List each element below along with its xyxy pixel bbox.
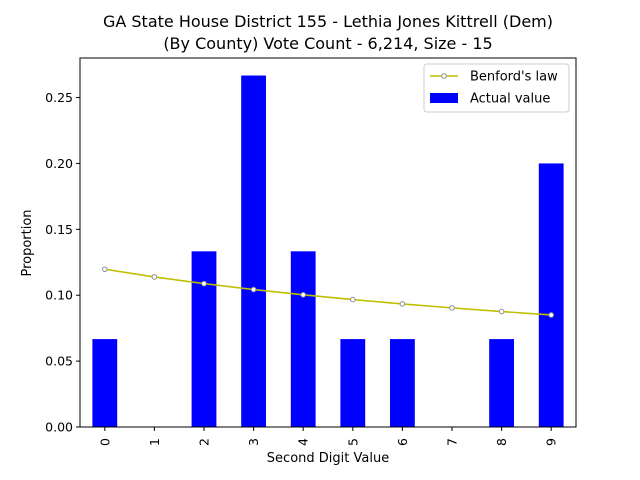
benford-point-2 — [201, 280, 207, 287]
x-tick-label: 6 — [395, 438, 410, 446]
axes-layer — [79, 57, 577, 428]
bar-digit-9 — [538, 163, 564, 427]
x-tick-label: 7 — [445, 438, 460, 446]
ticks-layer: 0.00 0.05 0.10 0.15 0.20 0.25 0 1 2 3 4 5 6 7 8 9 — [45, 90, 559, 446]
legend-bar-swatch — [430, 93, 458, 103]
benford-line-layer — [102, 266, 555, 318]
bar-digit-2 — [191, 251, 217, 427]
benford-point-3 — [250, 286, 257, 293]
bar-digit-5 — [340, 339, 366, 427]
x-tick-label: 1 — [147, 438, 162, 446]
legend-label-actual: Actual value — [470, 92, 550, 107]
plot-frame — [79, 57, 577, 428]
x-tick-label: 5 — [345, 438, 360, 446]
bars-layer — [92, 75, 564, 427]
y-tick-label: 0.20 — [45, 156, 73, 171]
bar-digit-8 — [489, 339, 514, 427]
chart-title-line-1: GA State House District 155 - Lethia Jon… — [103, 12, 553, 31]
bar-digit-6 — [390, 339, 415, 427]
x-axis-label: Second Digit Value — [267, 451, 389, 466]
y-axis-label: Proportion — [20, 209, 35, 276]
benford-point-7 — [449, 305, 455, 311]
y-tick-label: 0.15 — [45, 222, 73, 237]
x-tick-label: 2 — [197, 438, 212, 446]
x-tick-label: 8 — [494, 438, 509, 446]
bar-digit-0 — [92, 339, 118, 427]
chart-title: GA State House District 155 - Lethia Jon… — [103, 12, 553, 53]
benford-line — [104, 268, 552, 316]
benford-point-0 — [102, 266, 108, 273]
bar-digit-4 — [290, 251, 316, 427]
benford-point-1 — [151, 274, 158, 280]
benford-point-6 — [399, 301, 406, 307]
benford-point-5 — [350, 296, 356, 303]
x-tick-label: 3 — [246, 438, 261, 446]
x-tick-label: 4 — [296, 438, 311, 446]
x-tick-label: 0 — [97, 438, 112, 446]
benford-point-9 — [548, 312, 555, 318]
chart-title-line-2: (By County) Vote Count - 6,214, Size - 1… — [163, 34, 492, 53]
legend-box — [423, 63, 570, 113]
legend-line-marker — [441, 73, 447, 79]
y-tick-label: 0.25 — [45, 90, 73, 105]
benford-point-4 — [300, 292, 307, 298]
bar-digit-3 — [241, 75, 266, 427]
benford-point-8 — [498, 308, 505, 315]
legend-label-benford: Benford's law — [470, 70, 558, 85]
y-tick-label: 0.10 — [45, 288, 73, 303]
y-tick-label: 0.00 — [45, 420, 73, 435]
x-tick-label: 9 — [544, 438, 559, 446]
y-tick-label: 0.05 — [45, 354, 73, 369]
legend: Benford's law Actual value — [423, 63, 570, 113]
